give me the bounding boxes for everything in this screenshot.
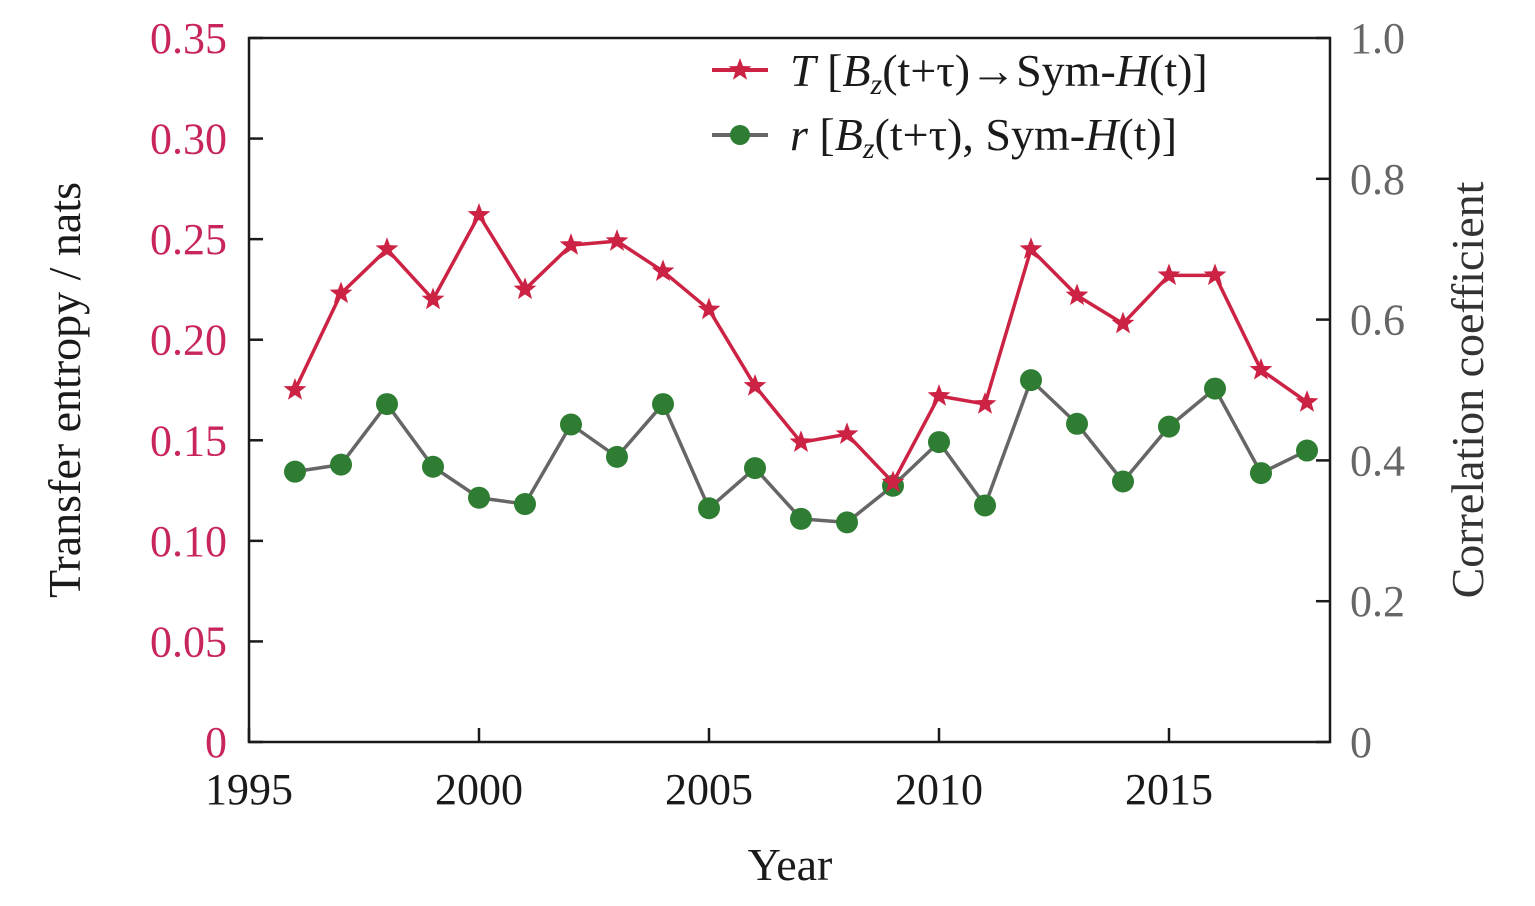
data-point-transfer-entropy — [1157, 263, 1181, 286]
data-point-correlation — [928, 431, 950, 454]
y-left-tick-label: 0 — [205, 718, 227, 767]
y-left-tick-label: 0.15 — [150, 416, 227, 465]
plot-frame — [247, 36, 1332, 744]
data-point-transfer-entropy — [375, 237, 399, 259]
data-point-transfer-entropy — [973, 392, 997, 414]
legend-circle-marker — [730, 125, 750, 145]
data-point-transfer-entropy — [467, 203, 491, 225]
x-ticks: 1995 2000 2005 2010 2015 — [205, 728, 1213, 814]
legend-star-marker — [728, 58, 752, 80]
data-point-transfer-entropy — [697, 297, 721, 320]
data-point-transfer-entropy — [1295, 390, 1319, 412]
y-left-axis-title: Transfer entropy / nats — [39, 182, 90, 598]
data-point-transfer-entropy — [421, 287, 445, 310]
data-point-transfer-entropy — [283, 378, 307, 400]
data-point-correlation — [1112, 470, 1134, 493]
data-point-correlation — [422, 455, 444, 478]
data-point-transfer-entropy — [835, 422, 859, 444]
data-point-transfer-entropy — [927, 384, 951, 406]
series-layer — [283, 203, 1319, 534]
data-point-correlation — [560, 413, 582, 436]
data-point-transfer-entropy — [1111, 311, 1135, 334]
y-left-tick-label: 0.25 — [150, 215, 227, 264]
data-point-correlation — [1066, 412, 1088, 435]
y-right-tick-label: 0 — [1350, 718, 1372, 767]
data-point-correlation — [1158, 415, 1180, 438]
x-tick-label: 1995 — [205, 765, 293, 814]
data-point-transfer-entropy — [651, 259, 675, 282]
data-point-transfer-entropy — [1203, 263, 1227, 286]
data-point-transfer-entropy — [1065, 283, 1089, 306]
x-tick-label: 2005 — [665, 765, 753, 814]
legend-label-correlation: r [Bz(t+τ), Sym-H(t)] — [790, 109, 1177, 165]
y-right-axis-title: Correlation coefficient — [1442, 181, 1493, 598]
data-point-correlation — [606, 445, 628, 468]
y-right-tick-label: 0.2 — [1350, 577, 1405, 626]
data-point-correlation — [790, 507, 812, 530]
x-axis-title: Year — [748, 839, 833, 890]
x-tick-label: 2015 — [1125, 765, 1213, 814]
legend: T [Bz(t+τ)→Sym-H(t)] r [Bz(t+τ), Sym-H(t… — [712, 45, 1208, 165]
data-point-correlation — [284, 460, 306, 483]
legend-entry-correlation: r [Bz(t+τ), Sym-H(t)] — [712, 109, 1177, 165]
y-right-tick-label: 0.4 — [1350, 436, 1405, 485]
data-point-transfer-entropy — [329, 281, 353, 304]
y-right-ticks: 0 0.2 0.4 0.6 0.8 1.0 — [1316, 14, 1405, 767]
data-point-correlation — [1250, 462, 1272, 485]
data-point-correlation — [1204, 377, 1226, 400]
data-point-correlation — [514, 493, 536, 516]
data-point-transfer-entropy — [1019, 237, 1043, 259]
data-point-correlation — [330, 453, 352, 476]
data-point-transfer-entropy — [1249, 357, 1273, 380]
legend-entry-transfer-entropy: T [Bz(t+τ)→Sym-H(t)] — [712, 45, 1208, 101]
data-point-correlation — [468, 486, 490, 509]
y-right-tick-label: 0.8 — [1350, 155, 1405, 204]
y-left-tick-label: 0.10 — [150, 517, 227, 566]
y-left-ticks: 0 0.05 0.10 0.15 0.20 0.25 0.30 0.35 — [150, 14, 263, 767]
x-tick-label: 2000 — [435, 765, 523, 814]
y-left-tick-label: 0.20 — [150, 316, 227, 365]
y-left-tick-label: 0.35 — [150, 14, 227, 63]
data-point-correlation — [698, 497, 720, 520]
data-point-correlation — [1020, 369, 1042, 392]
data-point-correlation — [652, 393, 674, 416]
legend-label-transfer-entropy: T [Bz(t+τ)→Sym-H(t)] — [790, 45, 1208, 101]
y-right-tick-label: 1.0 — [1350, 14, 1405, 63]
y-left-tick-label: 0.30 — [150, 115, 227, 164]
y-right-tick-label: 0.6 — [1350, 296, 1405, 345]
data-point-transfer-entropy — [605, 229, 629, 251]
data-point-correlation — [744, 457, 766, 480]
data-point-correlation — [1296, 439, 1318, 462]
data-point-correlation — [836, 511, 858, 534]
data-point-transfer-entropy — [513, 277, 537, 300]
data-point-transfer-entropy — [881, 470, 905, 493]
series-line-correlation — [294, 378, 1308, 525]
y-left-tick-label: 0.05 — [150, 617, 227, 666]
data-point-transfer-entropy — [559, 233, 583, 255]
data-point-correlation — [974, 494, 996, 517]
data-point-transfer-entropy — [789, 430, 813, 453]
x-tick-label: 2010 — [895, 765, 983, 814]
data-point-correlation — [376, 393, 398, 416]
data-point-transfer-entropy — [743, 373, 767, 396]
